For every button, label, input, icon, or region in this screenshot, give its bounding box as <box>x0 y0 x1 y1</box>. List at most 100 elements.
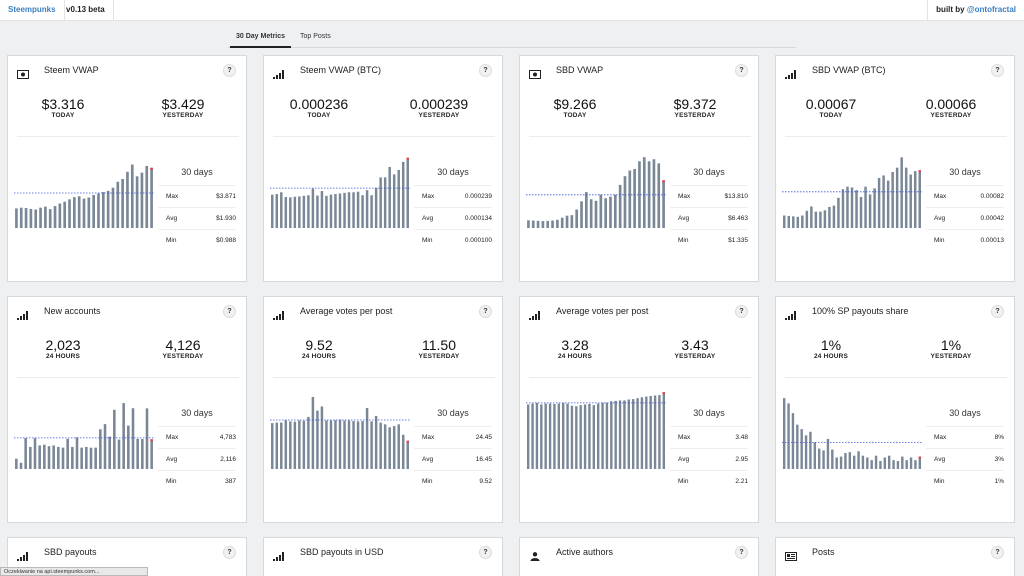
chart-bar <box>334 194 337 228</box>
chart-bar <box>801 215 804 228</box>
chart-bar <box>85 446 88 469</box>
chart-bar <box>628 170 632 228</box>
help-button[interactable]: ? <box>479 305 492 318</box>
chart-bar <box>356 191 360 228</box>
help-button[interactable]: ? <box>223 546 236 559</box>
chart-bar <box>374 187 378 228</box>
stat-value: 4,783 <box>219 434 236 441</box>
chart-bar <box>579 405 582 469</box>
stat-value: $0.988 <box>216 237 236 244</box>
money-icon <box>529 66 541 79</box>
chart-bar <box>392 174 396 228</box>
stat-value: 387 <box>225 478 236 485</box>
chart-bar <box>618 400 622 469</box>
chart-bar <box>631 399 635 469</box>
latest-value-marker <box>918 456 922 459</box>
metric-value: 4,126 <box>165 337 201 353</box>
chart-bar <box>557 403 561 469</box>
stat-key: Max <box>422 434 435 441</box>
stat-value: 0.00042 <box>980 215 1005 222</box>
stat-value: 0.00013 <box>980 237 1005 244</box>
stat-key: Min <box>678 237 689 244</box>
chart-bar <box>658 395 661 469</box>
metric-value: 0.000236 <box>289 96 349 112</box>
chart-bar <box>638 161 641 228</box>
stat-row: Avg 0.000134 <box>414 207 492 229</box>
chart-bar <box>653 395 657 469</box>
tab-bar: 30 Day Metrics Top Posts <box>228 31 796 48</box>
chart-bar <box>135 176 139 228</box>
chart-bar <box>566 403 569 469</box>
tab-30-day-metrics[interactable]: 30 Day Metrics <box>230 31 292 48</box>
chart-bar <box>73 197 76 228</box>
help-button[interactable]: ? <box>991 546 1004 559</box>
card-title: Average votes per post <box>556 306 649 316</box>
period-label: 30 days <box>437 167 469 177</box>
chart-bar <box>392 426 396 469</box>
brand-link[interactable]: Steempunks <box>0 0 65 21</box>
chart-bar <box>68 199 71 228</box>
stat-value: 3.48 <box>735 434 748 441</box>
help-button[interactable]: ? <box>735 546 748 559</box>
metric-current: 1% 24 HOURS <box>776 337 886 360</box>
money-icon <box>17 66 29 79</box>
stat-row: Avg 2.95 <box>670 448 748 470</box>
help-button[interactable]: ? <box>735 305 748 318</box>
chart-bar <box>111 187 115 228</box>
chart-bar <box>24 438 27 469</box>
metric-previous: 1% YESTERDAY <box>896 337 1006 360</box>
chart-bar <box>831 449 834 469</box>
chart-bar <box>15 208 18 228</box>
chart-bar <box>870 460 873 469</box>
chart-bar <box>605 402 609 469</box>
chart-bar <box>891 171 894 228</box>
help-button[interactable]: ? <box>991 305 1004 318</box>
latest-value-marker <box>150 167 153 170</box>
stat-value: 2.95 <box>735 456 748 463</box>
top-navbar: Steempunks v0.13 beta built by @ontofrac… <box>0 0 1024 21</box>
chart-bar <box>347 420 351 469</box>
chart-bar <box>320 191 324 228</box>
metric-current: $3.316 TODAY <box>8 96 118 119</box>
card-title: SBD payouts <box>44 547 97 557</box>
chart-bar <box>280 422 283 469</box>
chart-bar <box>150 439 153 469</box>
metric-current: 3.28 24 HOURS <box>520 337 630 360</box>
chart-bar <box>298 196 301 228</box>
help-button[interactable]: ? <box>223 64 236 77</box>
chart-bar <box>905 460 908 469</box>
chart-bar <box>383 177 387 228</box>
help-button[interactable]: ? <box>223 305 236 318</box>
chart-bar <box>77 196 81 228</box>
metric-previous: 4,126 YESTERDAY <box>128 337 238 360</box>
chart-bar <box>71 446 74 469</box>
chart-bar <box>320 406 324 469</box>
signal-icon <box>17 307 29 320</box>
chart-bar <box>809 431 812 469</box>
metric-previous: $9.372 YESTERDAY <box>640 96 750 119</box>
chart-bar <box>592 405 596 469</box>
chart-bar <box>657 163 661 228</box>
chart-bar <box>388 427 391 469</box>
chart-bar <box>66 438 69 469</box>
chart-bar <box>302 420 306 469</box>
divider <box>17 136 239 137</box>
help-button[interactable]: ? <box>479 546 492 559</box>
metric-value: 1% <box>940 337 962 353</box>
author-link[interactable]: @ontofractal <box>966 5 1016 14</box>
chart-bar <box>338 193 342 228</box>
period-label: 30 days <box>949 408 981 418</box>
chart-bar <box>652 159 656 228</box>
help-button[interactable]: ? <box>735 64 748 77</box>
metric-label: 24 HOURS <box>45 353 81 360</box>
chart-bar <box>19 462 23 469</box>
metric-card: 100% SP payouts share? 1% 24 HOURS 1% YESTER… <box>775 296 1015 523</box>
help-button[interactable]: ? <box>479 64 492 77</box>
signal-icon <box>17 548 29 561</box>
stat-key: Min <box>934 478 945 485</box>
chart-bar <box>817 448 821 469</box>
tab-top-posts[interactable]: Top Posts <box>300 33 331 40</box>
chart-bar <box>662 180 665 228</box>
chart-bar <box>895 167 899 228</box>
help-button[interactable]: ? <box>991 64 1004 77</box>
